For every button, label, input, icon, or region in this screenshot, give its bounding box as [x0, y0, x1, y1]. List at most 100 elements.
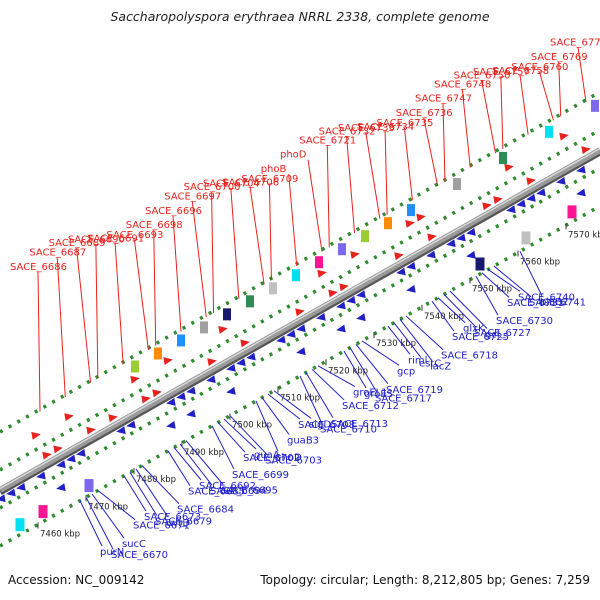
genome-backbone	[0, 147, 600, 496]
forward-gene-labels: SACE_6686SACE_6687SACE_6689SACE_6690SACE…	[10, 37, 600, 412]
reverse-gene-arrow	[406, 284, 416, 293]
forward-leader-line	[95, 244, 99, 379]
forward-gene-arrow	[581, 146, 591, 155]
forward-leader-line	[326, 145, 330, 248]
reverse-leader-line	[85, 497, 114, 550]
forward-gene-arrow	[53, 445, 63, 454]
tick-label: 7520 kbp	[328, 366, 368, 376]
reverse-leader-line	[229, 415, 268, 455]
reverse-leader-line	[493, 265, 532, 298]
forward-leader-line	[114, 243, 124, 365]
forward-leader-line	[558, 61, 562, 117]
accession-text: Accession: NC_009142	[8, 573, 145, 587]
gene-label-sace_6733: SACE_6733	[338, 123, 395, 134]
reverse-leader-line	[211, 425, 235, 470]
reverse-leader-line	[387, 325, 411, 355]
gene-label-succ: sucC	[122, 539, 146, 550]
gene-label-sace_6704: SACE_6704	[203, 179, 260, 190]
gene-label-sace_6709: SACE_6709	[241, 174, 298, 185]
tick-label: 7510 kbp	[280, 393, 320, 403]
gene-label-sace_6718: SACE_6718	[441, 351, 498, 362]
reverse-leader-line	[355, 343, 389, 385]
gene-label-sace_6734: SACE_6734	[357, 122, 414, 133]
forward-leader-line	[56, 257, 66, 398]
reverse-gene-arrow	[356, 290, 366, 299]
gene-label-sace_6699: SACE_6699	[232, 470, 289, 481]
forward-leader-line	[346, 136, 356, 234]
reverse-leader-line	[431, 300, 455, 332]
forward-leader-line	[307, 159, 323, 252]
category-block	[269, 282, 277, 295]
forward-gene-arrow	[130, 375, 140, 384]
gene-label-sace_6735: SACE_6735	[376, 118, 433, 129]
gene-label-sace_6760: SACE_6760	[511, 62, 568, 73]
forward-gene-arrow	[394, 252, 404, 261]
forward-leader-line	[211, 192, 215, 313]
forward-gene-arrow	[317, 269, 327, 278]
genome-summary: Topology: circular; Length: 8,212,805 bp…	[260, 573, 590, 587]
gene-label-phob: phoB	[261, 164, 287, 175]
reverse-leader-line	[141, 465, 180, 505]
gene-label-sace_6717: SACE_6717	[375, 393, 432, 404]
forward-leader-line	[461, 89, 471, 168]
gene-label-sace_6713: SACE_6713	[331, 419, 388, 430]
gene-label-sace_6691: SACE_6691	[87, 234, 144, 245]
forward-leader-line	[172, 215, 182, 332]
gene-label-sace_6686: SACE_6686	[10, 262, 67, 273]
reverse-leader-line	[123, 475, 147, 512]
map-title: Saccharopolyspora erythraea NRRL 2338, c…	[110, 9, 490, 24]
gene-label-sace_6740: SACE_6740	[518, 292, 575, 303]
gene-label-sace_6690: SACE_6690	[68, 235, 125, 246]
gene-label-sace_6685: SACE_6685	[188, 487, 245, 498]
forward-gene-arrow	[559, 132, 569, 141]
forward-leader-line	[133, 239, 149, 350]
reverse-leader-line	[519, 251, 543, 297]
gene-label-sace_6710: SACE_6710	[320, 425, 377, 436]
gene-label-sace_6698: SACE_6698	[126, 220, 183, 231]
gene-label-sace_6771: SACE_6771	[550, 37, 600, 48]
forward-gene-arrow	[427, 233, 437, 242]
reverse-leader-line	[129, 472, 158, 516]
reverse-gene-arrow	[56, 483, 66, 492]
gene-label-blab2: blaB2	[540, 297, 568, 308]
gene-label-sace_6670: SACE_6670	[111, 550, 168, 561]
reverse-leader-line	[343, 350, 367, 389]
reverse-leader-line	[361, 340, 400, 366]
reverse-gene-arrow	[286, 329, 296, 338]
gene-label-sace_6695: SACE_6695	[221, 485, 278, 496]
reverse-leader-line	[393, 322, 422, 358]
reverse-gene-arrow	[336, 301, 346, 310]
category-block	[499, 151, 507, 164]
reverse-gene-arrow	[446, 239, 456, 248]
reverse-gene-arrow	[226, 363, 236, 372]
category-block	[246, 295, 254, 308]
reverse-gene-arrow	[556, 176, 566, 185]
gene-label-riml: riml	[408, 355, 427, 366]
reverse-leader-line	[299, 375, 323, 424]
category-block	[475, 257, 485, 271]
reverse-gene-arrow	[346, 295, 356, 304]
category-block	[131, 360, 139, 373]
reverse-leader-line	[135, 468, 169, 518]
category-block	[15, 518, 25, 532]
gene-label-sace_6758: SACE_6758	[492, 66, 549, 77]
reverse-leader-line	[481, 272, 510, 298]
reverse-leader-line	[317, 365, 356, 387]
forward-gene-arrow	[493, 196, 503, 205]
reverse-gene-arrow	[66, 454, 76, 463]
category-block	[292, 269, 300, 282]
forward-gene-arrow	[64, 413, 74, 422]
reverse-leader-line	[311, 368, 345, 401]
gene-label-sigd: sigD	[309, 419, 331, 430]
reverse-leader-line	[91, 493, 125, 539]
forward-leader-line	[577, 47, 587, 103]
reverse-gene-arrow	[406, 261, 416, 270]
gene-label-sace_6736: SACE_6736	[396, 108, 453, 119]
forward-leader-line	[268, 183, 272, 281]
reverse-gene-arrow	[126, 420, 136, 429]
forward-leader-line	[500, 76, 504, 150]
reverse-gene-arrow	[116, 426, 126, 435]
reverse-leader-line	[167, 450, 191, 486]
reverse-gene-arrow	[356, 313, 366, 322]
reverse-gene-arrow	[236, 358, 246, 367]
